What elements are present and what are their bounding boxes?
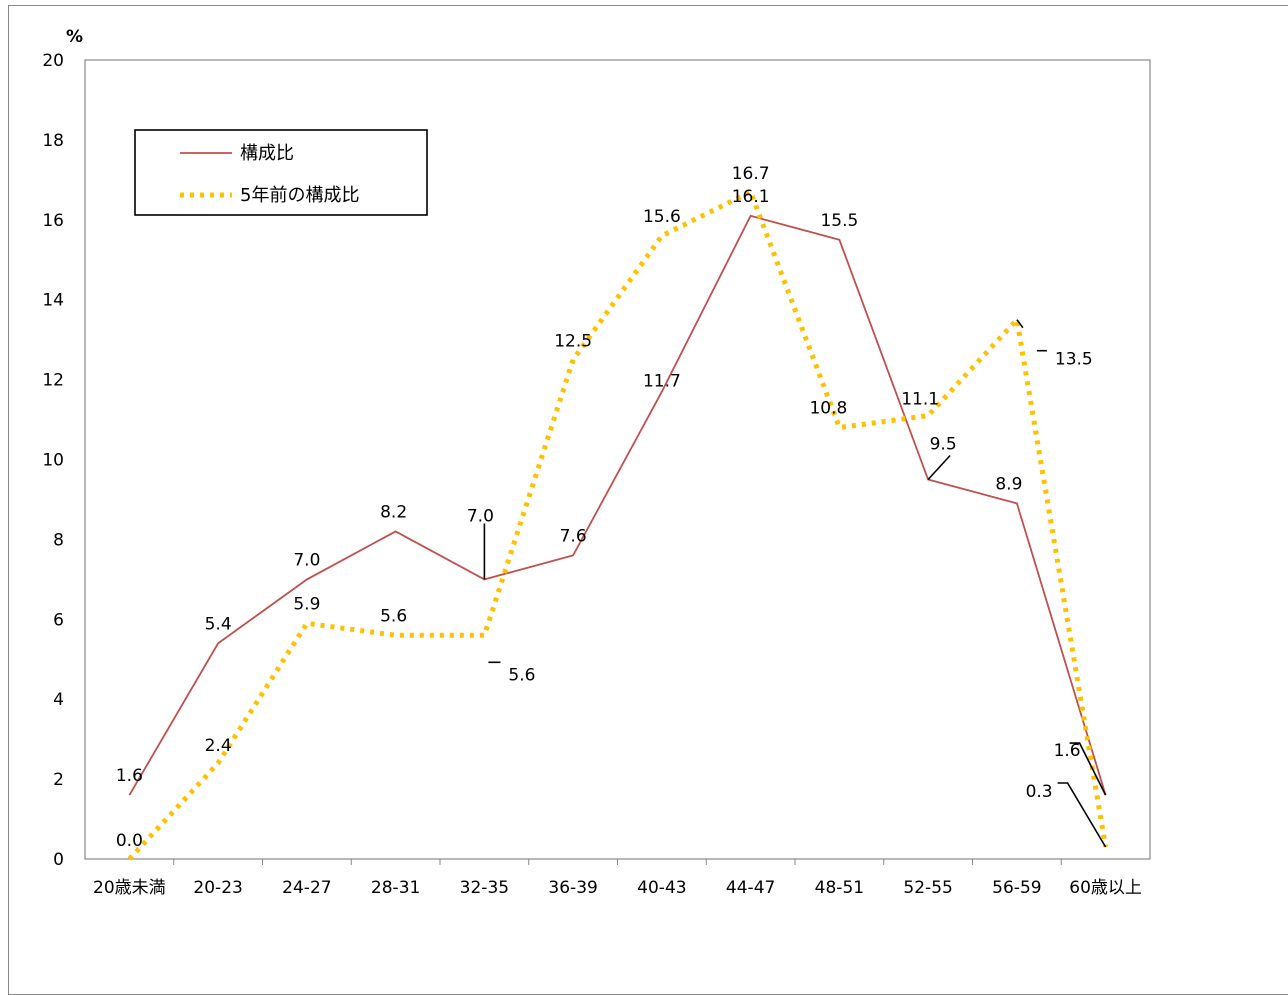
y-tick-label: 12 bbox=[42, 371, 64, 391]
data-label: 7.0 bbox=[293, 550, 320, 570]
data-label: 16.7 bbox=[732, 164, 770, 184]
data-label: 15.6 bbox=[643, 207, 681, 227]
x-tick-label: 32-35 bbox=[460, 878, 509, 898]
legend-box bbox=[134, 129, 428, 216]
data-label: 11.7 bbox=[643, 372, 681, 392]
y-tick-label: 16 bbox=[42, 211, 64, 231]
data-label: 5.9 bbox=[293, 594, 320, 614]
y-unit-label: % bbox=[66, 27, 83, 47]
y-tick-label: 18 bbox=[42, 131, 64, 151]
y-tick-label: 6 bbox=[53, 610, 64, 630]
data-label: 7.0 bbox=[467, 506, 494, 526]
x-tick-label: 52-55 bbox=[903, 878, 952, 898]
y-tick-label: 8 bbox=[53, 530, 64, 550]
data-label: 5.6 bbox=[380, 606, 407, 626]
x-tick-label: 40-43 bbox=[637, 878, 686, 898]
x-tick-label: 56-59 bbox=[992, 878, 1041, 898]
x-tick-label: 60歳以上 bbox=[1069, 878, 1142, 898]
data-label: 0.3 bbox=[1026, 782, 1053, 802]
data-label: 5.4 bbox=[205, 614, 232, 634]
y-tick-label: 4 bbox=[53, 690, 64, 710]
data-label: 12.5 bbox=[554, 332, 592, 352]
data-label: 1.6 bbox=[116, 766, 143, 786]
series-group bbox=[127, 188, 1109, 861]
data-label: 11.1 bbox=[901, 390, 939, 410]
legend: 構成比 5年前の構成比 bbox=[134, 129, 428, 216]
y-tick-label: 0 bbox=[53, 850, 64, 870]
data-label: 10.8 bbox=[809, 399, 847, 419]
y-axis: 0 2 4 6 8 10 12 14 16 18 20 bbox=[42, 51, 64, 870]
data-label: 16.1 bbox=[732, 187, 770, 207]
label-leader-line bbox=[927, 454, 951, 481]
data-label: 7.6 bbox=[560, 526, 587, 546]
series-line-5yr-ago bbox=[127, 188, 1109, 861]
data-label: 0.0 bbox=[116, 831, 143, 851]
data-label: 1.6 bbox=[1054, 741, 1081, 761]
y-tick-label: 20 bbox=[42, 51, 64, 71]
legend-label-series-2: 5年前の構成比 bbox=[240, 185, 359, 206]
data-label: 8.9 bbox=[995, 474, 1022, 494]
data-labels: 1.6 5.4 7.0 8.2 7.0 7.6 11.7 16.1 15.5 9.5 8.9 1.6 0… bbox=[116, 164, 1093, 851]
data-label: 5.6 bbox=[508, 665, 535, 685]
y-tick-label: 2 bbox=[53, 770, 64, 790]
data-label: 8.2 bbox=[380, 502, 407, 522]
series-line-current bbox=[128, 214, 1107, 796]
y-tick-label: 10 bbox=[42, 451, 64, 471]
x-tick-label: 48-51 bbox=[815, 878, 864, 898]
label-leader-line bbox=[1069, 742, 1107, 796]
data-label: 9.5 bbox=[930, 434, 957, 454]
x-tick-label: 24-27 bbox=[282, 878, 331, 898]
x-axis: 20歳未満 20-23 24-27 28-31 32-35 36-39 40-43 44-47… bbox=[93, 859, 1142, 898]
x-tick-label: 28-31 bbox=[371, 878, 420, 898]
x-tick-label: 36-39 bbox=[548, 878, 597, 898]
data-label: 2.4 bbox=[205, 736, 232, 756]
label-leader-line bbox=[1057, 782, 1107, 848]
label-leader-line bbox=[1016, 319, 1024, 329]
x-tick-label: 20-23 bbox=[193, 878, 242, 898]
data-label: 15.5 bbox=[820, 211, 858, 231]
label-leader-lines bbox=[483, 319, 1107, 848]
legend-label-series-1: 構成比 bbox=[240, 143, 294, 164]
data-label: 13.5 bbox=[1055, 350, 1093, 370]
x-tick-label: 44-47 bbox=[726, 878, 775, 898]
y-tick-label: 14 bbox=[42, 291, 64, 311]
x-tick-label: 20歳未満 bbox=[93, 878, 166, 898]
